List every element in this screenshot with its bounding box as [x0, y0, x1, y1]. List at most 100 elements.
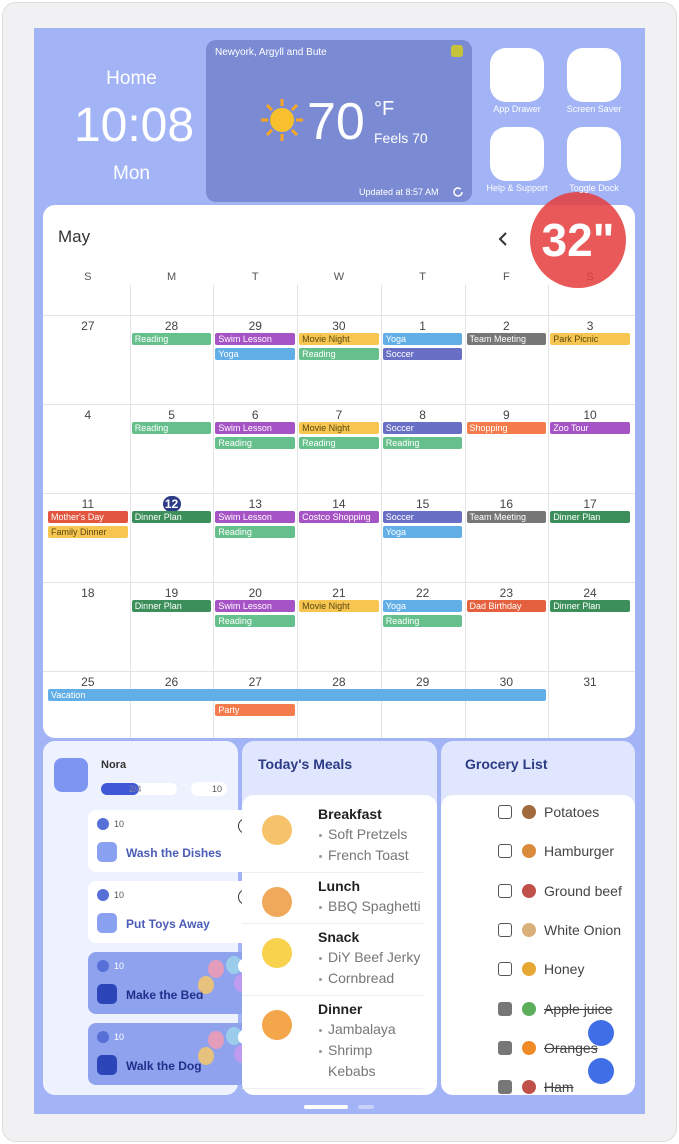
calendar-event[interactable]: Reading [299, 437, 379, 449]
calendar-event[interactable]: Party [215, 704, 296, 716]
progress-fill [101, 783, 139, 795]
checkbox[interactable] [498, 883, 512, 898]
grid-line [43, 582, 635, 583]
chore-card[interactable]: 10 Put Toys Away [88, 881, 262, 943]
grocery-item[interactable]: Oranges [498, 1038, 598, 1058]
calendar-event[interactable]: Reading [215, 526, 296, 538]
chore-card[interactable]: 10 Wash the Dishes [88, 810, 262, 872]
weather-card[interactable]: Newyork, Argyll and Bute 70 °F Feels 70 … [206, 40, 472, 202]
date-number: 1 [419, 319, 426, 333]
calendar-event[interactable]: Yoga [382, 526, 463, 538]
refresh-icon[interactable] [452, 186, 464, 198]
item-icon [522, 1080, 536, 1095]
calendar-event[interactable]: Soccer [382, 511, 463, 523]
grocery-item[interactable]: Apple juice [498, 999, 613, 1019]
item-icon [522, 844, 536, 859]
calendar-event[interactable]: Family Dinner [48, 526, 128, 538]
checkbox[interactable] [498, 1080, 512, 1095]
updated-time: Updated at 8:57 AM [359, 187, 439, 197]
date-number: 26 [164, 675, 179, 689]
avatar[interactable] [54, 758, 88, 792]
date-number: 7 [335, 408, 343, 422]
page-indicator-active[interactable] [304, 1105, 348, 1109]
calendar-event[interactable]: Movie Night [299, 600, 379, 612]
calendar-event[interactable]: Swim Lesson [215, 600, 296, 612]
grocery-title: Grocery List [465, 756, 548, 772]
calendar-event[interactable]: Swim Lesson [215, 333, 296, 345]
checkbox[interactable] [498, 1001, 512, 1016]
calendar-event[interactable]: Dinner Plan [550, 511, 630, 523]
date-number: 27 [81, 319, 95, 333]
meal-dish: Soft Pretzels [318, 824, 423, 845]
meal-name: Dinner [318, 1001, 363, 1017]
app-tile[interactable] [490, 127, 544, 181]
app-tile[interactable] [567, 127, 621, 181]
app-label: Screen Saver [566, 104, 622, 114]
points-icon [97, 818, 109, 830]
calendar-event[interactable]: Reading [215, 615, 296, 627]
grocery-item[interactable]: Honey [498, 959, 584, 979]
calendar-card: May SMTWTFS2728Reading29Swim LessonYoga3… [43, 205, 635, 738]
date-number: 30 [499, 675, 514, 689]
calendar-grid: SMTWTFS2728Reading29Swim LessonYoga30Mov… [43, 205, 635, 738]
progress-label: 2/4 [129, 784, 142, 794]
calendar-event[interactable]: Soccer [382, 348, 463, 360]
calendar-event[interactable]: Reading [215, 437, 296, 449]
meal-icon [262, 815, 292, 845]
edit-button[interactable] [588, 1020, 614, 1046]
meal-dish: Jambalaya [318, 1019, 423, 1040]
calendar-event[interactable]: Team Meeting [466, 511, 547, 523]
page-indicator[interactable] [358, 1105, 374, 1109]
add-button[interactable] [588, 1058, 614, 1084]
date-number: 17 [583, 497, 597, 511]
calendar-event[interactable]: Dinner Plan [131, 511, 212, 523]
calendar-event[interactable]: Reading [382, 437, 463, 449]
points-total: 10 [191, 782, 227, 796]
calendar-event[interactable]: Movie Night [299, 333, 379, 345]
calendar-event[interactable]: Movie Night [299, 422, 379, 434]
weekday-label: W [333, 271, 345, 283]
app-tile[interactable] [567, 48, 621, 102]
chore-title: Make the Bed [126, 988, 204, 1002]
chore-card[interactable]: 10 Walk the Dog [88, 1023, 262, 1085]
checkbox[interactable] [498, 1040, 512, 1055]
date-number: 30 [332, 319, 346, 333]
calendar-event[interactable]: Vacation [48, 689, 547, 701]
calendar-event[interactable]: Yoga [215, 348, 296, 360]
app-tile[interactable] [490, 48, 544, 102]
calendar-event[interactable]: Yoga [382, 333, 463, 345]
calendar-event[interactable]: Swim Lesson [215, 511, 296, 523]
date-number: 16 [499, 497, 514, 511]
calendar-event[interactable]: Yoga [382, 600, 463, 612]
calendar-event[interactable]: Reading [131, 333, 212, 345]
calendar-event[interactable]: Dinner Plan [550, 600, 630, 612]
calendar-event[interactable]: Mother's Day [48, 511, 128, 523]
calendar-event[interactable]: Zoo Tour [550, 422, 630, 434]
grocery-item[interactable]: Ground beef [498, 881, 622, 901]
checkbox[interactable] [498, 922, 512, 937]
calendar-event[interactable]: Reading [382, 615, 463, 627]
checkbox[interactable] [498, 805, 512, 819]
calendar-event[interactable]: Park Picnic [550, 333, 630, 345]
calendar-event[interactable]: Dad Birthday [466, 600, 547, 612]
checkbox[interactable] [498, 962, 512, 977]
grocery-item[interactable]: White Onion [498, 920, 621, 940]
checkbox[interactable] [498, 844, 512, 859]
grocery-item[interactable]: Ham [498, 1077, 574, 1097]
calendar-event[interactable]: Reading [299, 348, 379, 360]
prev-month-button[interactable] [496, 231, 510, 247]
date-number: 10 [583, 408, 597, 422]
calendar-event[interactable]: Costco Shopping [299, 511, 379, 523]
calendar-event[interactable]: Reading [131, 422, 212, 434]
calendar-event[interactable]: Soccer [382, 422, 463, 434]
grocery-item[interactable]: Potatoes [498, 802, 599, 822]
calendar-event[interactable]: Dinner Plan [131, 600, 212, 612]
calendar-event[interactable]: Team Meeting [466, 333, 547, 345]
calendar-event[interactable]: Swim Lesson [215, 422, 296, 434]
date-number: 4 [84, 408, 92, 422]
meal-dish: French Toast [318, 845, 423, 866]
calendar-event[interactable]: Shopping [466, 422, 547, 434]
meal-icon [262, 1010, 292, 1040]
chore-card[interactable]: 10 Make the Bed [88, 952, 262, 1014]
grocery-item[interactable]: Hamburger [498, 841, 614, 861]
